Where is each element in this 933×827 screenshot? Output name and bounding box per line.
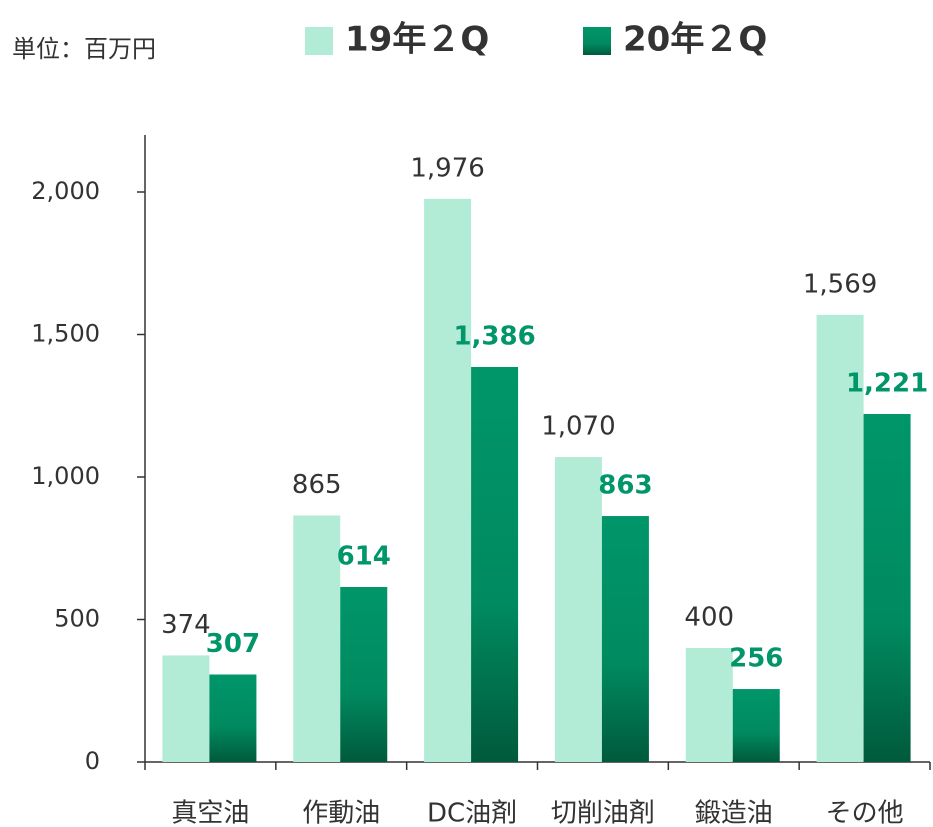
legend-label: 19年２Q (345, 20, 489, 60)
x-tick-label: 鍛造油 (695, 799, 773, 827)
legend-swatch (305, 27, 333, 55)
value-label: 1,070 (541, 412, 615, 442)
bar (424, 198, 472, 763)
y-tick-label: 1,500 (31, 320, 100, 348)
bar (340, 587, 388, 762)
legend-label: 20年２Q (623, 20, 767, 60)
value-label: 614 (337, 542, 391, 572)
y-tick-label: 500 (54, 605, 100, 633)
x-tick-label: 切削油剤 (551, 799, 655, 827)
value-label: 374 (161, 610, 211, 640)
bar (685, 648, 733, 762)
bar (732, 689, 780, 762)
value-label: 1,386 (453, 321, 535, 351)
bar (209, 674, 257, 762)
value-label: 1,221 (846, 369, 928, 399)
bar (554, 457, 602, 762)
bar (863, 414, 911, 762)
y-tick-label: 1,000 (31, 462, 100, 490)
value-label: 863 (598, 471, 652, 501)
value-label: 256 (729, 644, 783, 674)
y-tick-label: 2,000 (31, 177, 100, 205)
bar (601, 516, 649, 762)
legend-swatch (583, 27, 611, 55)
x-tick-label: 真空油 (171, 799, 249, 827)
value-label: 865 (292, 470, 342, 500)
value-label: 400 (684, 603, 734, 633)
bar (816, 314, 864, 762)
bar (293, 515, 341, 762)
x-tick-label: 作動油 (302, 799, 380, 827)
y-tick-label: 0 (85, 747, 100, 775)
value-label: 307 (206, 629, 260, 659)
x-tick-label: DC油剤 (427, 799, 517, 827)
value-label: 1,976 (410, 153, 484, 183)
unit-label: 単位：百万円 (12, 35, 156, 63)
bar (162, 655, 210, 762)
value-label: 1,569 (803, 269, 877, 299)
bar (471, 366, 519, 762)
x-tick-label: その他 (826, 799, 904, 827)
